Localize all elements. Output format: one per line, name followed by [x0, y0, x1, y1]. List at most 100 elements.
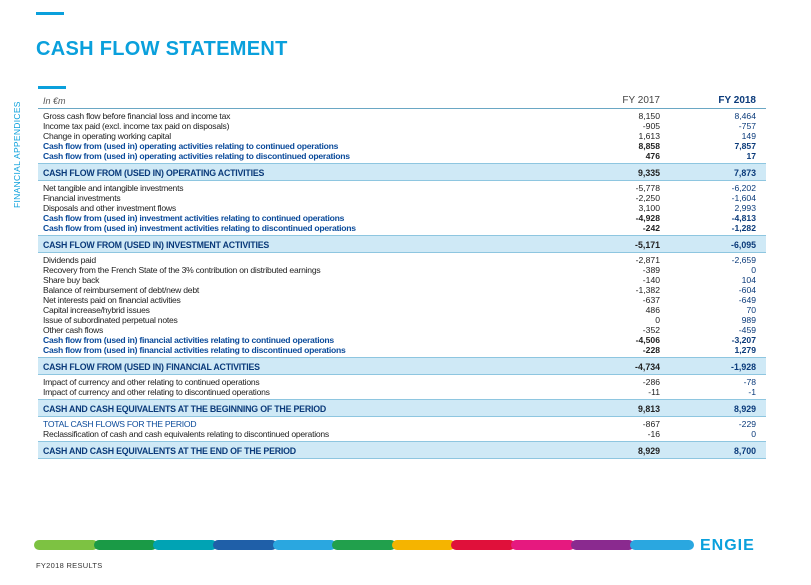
table-row: Cash flow from (used in) investment acti… — [38, 213, 766, 223]
row-value-fy2018: 104 — [741, 275, 756, 285]
color-bar-segment — [630, 540, 694, 550]
row-value-fy2017: -286 — [642, 377, 660, 387]
row-value-fy2018: -1,928 — [731, 362, 756, 372]
table-row: Capital increase/hybrid issues 486 70 — [38, 305, 766, 315]
row-value-fy2018: 17 — [746, 151, 756, 161]
row-label: CASH FLOW FROM (USED IN) OPERATING ACTIV… — [43, 168, 265, 178]
color-bar-segment — [212, 540, 277, 550]
row-value-fy2017: 8,858 — [638, 141, 660, 151]
row-value-fy2018: -1,282 — [731, 223, 756, 233]
row-value-fy2017: -140 — [642, 275, 660, 285]
row-label: Balance of reimbursement of debt/new deb… — [43, 285, 199, 295]
row-value-fy2018: -459 — [738, 325, 756, 335]
row-label: CASH AND CASH EQUIVALENTS AT THE END OF … — [43, 446, 296, 456]
header-accent-line — [38, 86, 66, 89]
table-row: Cash flow from (used in) operating activ… — [38, 141, 766, 151]
row-value-fy2017: 8,150 — [638, 111, 660, 121]
row-label: Cash flow from (used in) investment acti… — [43, 213, 345, 223]
row-value-fy2018: -6,202 — [731, 183, 756, 193]
row-label: Disposals and other investment flows — [43, 203, 176, 213]
row-value-fy2017: -4,734 — [635, 362, 660, 372]
row-label: Net interests paid on financial activiti… — [43, 295, 181, 305]
row-label: Impact of currency and other relating to… — [43, 387, 270, 397]
investment-total-row: CASH FLOW FROM (USED IN) INVESTMENT ACTI… — [38, 235, 766, 253]
table-row: Reclassification of cash and cash equiva… — [38, 429, 766, 439]
row-value-fy2018: 989 — [741, 315, 756, 325]
row-value-fy2018: 2,993 — [734, 203, 756, 213]
row-value-fy2017: 1,613 — [638, 131, 660, 141]
row-value-fy2018: -757 — [738, 121, 756, 131]
top-accent-dash — [36, 12, 64, 15]
table-row: Net interests paid on financial activiti… — [38, 295, 766, 305]
row-label: TOTAL CASH FLOWS FOR THE PERIOD — [43, 419, 197, 429]
table-row: Income tax paid (excl. income tax paid o… — [38, 121, 766, 131]
column-header-fy2017: FY 2017 — [622, 95, 660, 106]
table-row: Disposals and other investment flows 3,10… — [38, 203, 766, 213]
row-label: Cash flow from (used in) operating activ… — [43, 151, 350, 161]
row-value-fy2018: 0 — [751, 429, 756, 439]
table-row: Dividends paid -2,871 -2,659 — [38, 255, 766, 265]
financial-group: Dividends paid -2,871 -2,659 Recovery from … — [38, 253, 766, 357]
row-value-fy2017: 476 — [645, 151, 660, 161]
table-row: Cash flow from (used in) investment acti… — [38, 223, 766, 233]
row-value-fy2017: -4,928 — [635, 213, 660, 223]
operating-group: Gross cash flow before financial loss an… — [38, 109, 766, 163]
cash-flow-table: In €m FY 2017 FY 2018 Gross cash flow be… — [38, 86, 766, 459]
table-row: Cash flow from (used in) financial activ… — [38, 345, 766, 355]
table-row: Recovery from the French State of the 3%… — [38, 265, 766, 275]
row-label: Gross cash flow before financial loss an… — [43, 111, 231, 121]
table-row: Net tangible and intangible investments -… — [38, 183, 766, 193]
row-value-fy2017: -242 — [642, 223, 660, 233]
row-value-fy2017: -637 — [642, 295, 660, 305]
color-bar-segment — [570, 540, 635, 550]
row-value-fy2017: -5,778 — [635, 183, 660, 193]
row-value-fy2018: 0 — [751, 265, 756, 275]
table-row: Impact of currency and other relating to… — [38, 377, 766, 387]
color-bar-segment — [34, 540, 98, 550]
side-label-text: FINANCIAL APPENDICES — [12, 101, 22, 208]
color-bar-segment — [153, 540, 217, 550]
row-label: Cash flow from (used in) operating activ… — [43, 141, 339, 151]
table-row: Cash flow from (used in) financial activ… — [38, 335, 766, 345]
color-bar-segment — [93, 540, 158, 550]
table-header: In €m FY 2017 FY 2018 — [38, 91, 766, 109]
table-row: Issue of subordinated perpetual notes 0 98… — [38, 315, 766, 325]
row-label: CASH FLOW FROM (USED IN) INVESTMENT ACTI… — [43, 240, 270, 250]
row-value-fy2018: -4,813 — [731, 213, 756, 223]
row-value-fy2017: 486 — [645, 305, 660, 315]
row-label: Change in operating working capital — [43, 131, 171, 141]
row-label: Reclassification of cash and cash equiva… — [43, 429, 329, 439]
row-value-fy2018: -1,604 — [731, 193, 756, 203]
row-value-fy2018: 8,929 — [733, 404, 756, 414]
row-label: CASH FLOW FROM (USED IN) FINANCIAL ACTIV… — [43, 362, 260, 372]
row-label: Financial investments — [43, 193, 121, 203]
row-label: Recovery from the French State of the 3%… — [43, 265, 321, 275]
row-value-fy2017: -2,871 — [635, 255, 660, 265]
row-value-fy2017: -352 — [642, 325, 660, 335]
table-row: TOTAL CASH FLOWS FOR THE PERIOD -867 -229 — [38, 419, 766, 429]
row-value-fy2017: -389 — [642, 265, 660, 275]
table-row: Change in operating working capital 1,613… — [38, 131, 766, 141]
row-label: Impact of currency and other relating to… — [43, 377, 260, 387]
unit-label: In €m — [43, 96, 66, 106]
row-value-fy2018: -3,207 — [731, 335, 756, 345]
currency-group: Impact of currency and other relating to… — [38, 375, 766, 399]
row-value-fy2017: 9,335 — [637, 168, 660, 178]
row-value-fy2017: -11 — [648, 387, 660, 397]
table-row: Gross cash flow before financial loss an… — [38, 111, 766, 121]
row-value-fy2018: -6,095 — [731, 240, 756, 250]
row-value-fy2017: -228 — [642, 345, 660, 355]
row-value-fy2017: -4,506 — [635, 335, 660, 345]
row-value-fy2018: 8,700 — [733, 446, 756, 456]
row-value-fy2017: -2,250 — [635, 193, 660, 203]
row-value-fy2017: -1,382 — [635, 285, 660, 295]
column-header-fy2018: FY 2018 — [718, 95, 756, 106]
row-value-fy2018: -2,659 — [731, 255, 756, 265]
row-value-fy2018: -78 — [743, 377, 756, 387]
row-label: Issue of subordinated perpetual notes — [43, 315, 178, 325]
row-value-fy2017: -867 — [642, 419, 660, 429]
operating-total-row: CASH FLOW FROM (USED IN) OPERATING ACTIV… — [38, 163, 766, 181]
row-value-fy2017: 3,100 — [638, 203, 660, 213]
row-label: Share buy back — [43, 275, 100, 285]
row-value-fy2018: -1 — [748, 387, 756, 397]
